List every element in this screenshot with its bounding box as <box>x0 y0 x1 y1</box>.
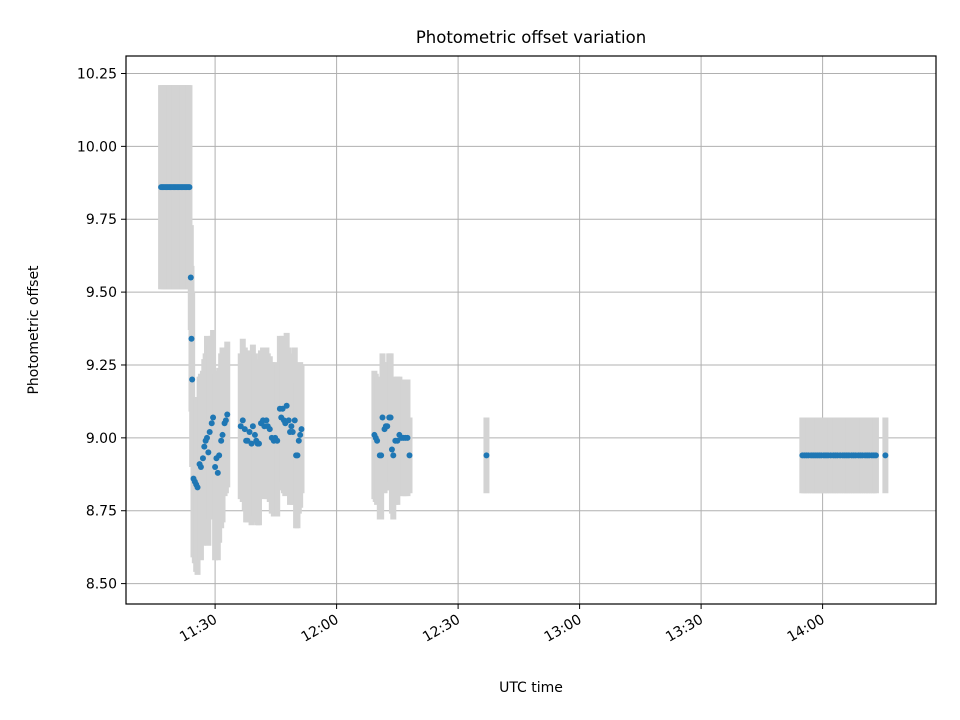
y-tick-label: 9.50 <box>86 285 117 301</box>
data-point <box>379 414 386 421</box>
data-point <box>201 443 208 450</box>
data-point <box>374 437 381 444</box>
x-tick-label: 11:30 <box>177 612 220 646</box>
data-point <box>295 437 302 444</box>
errorbar-layer <box>158 85 889 575</box>
x-axis-ticks: 11:30 12:00 12:30 13:00 13:30 14:00 <box>177 604 828 646</box>
data-point <box>206 429 213 436</box>
data-point <box>297 431 304 438</box>
data-point <box>212 464 219 470</box>
data-point <box>204 434 210 441</box>
data-point <box>294 452 301 459</box>
data-point <box>241 426 248 433</box>
data-point <box>288 423 295 430</box>
data-point <box>263 417 270 424</box>
data-point <box>224 411 231 418</box>
data-point <box>239 417 246 424</box>
data-point <box>483 452 490 459</box>
data-point <box>216 452 223 459</box>
data-point <box>188 335 195 342</box>
data-point <box>266 426 273 433</box>
data-point <box>199 455 206 462</box>
data-point <box>255 440 262 447</box>
x-tick-label: 12:30 <box>420 612 463 646</box>
data-point <box>291 417 298 424</box>
data-point <box>205 449 212 456</box>
data-point <box>406 452 413 459</box>
data-point <box>210 414 217 421</box>
y-axis-ticks: 8.50 8.75 9.00 9.25 9.50 9.75 10.00 10.25 <box>77 66 126 593</box>
data-point <box>214 469 221 476</box>
data-point <box>378 452 385 459</box>
data-point <box>246 429 253 436</box>
chart-title: Photometric offset variation <box>416 28 646 47</box>
y-tick-label: 9.25 <box>86 358 117 374</box>
x-axis-label: UTC time <box>499 680 563 696</box>
data-point <box>285 417 292 424</box>
x-tick-label: 14:00 <box>785 612 828 646</box>
data-point <box>208 420 215 427</box>
x-tick-label: 12:00 <box>299 612 342 646</box>
y-tick-label: 9.00 <box>86 431 117 447</box>
data-point <box>404 434 411 441</box>
data-point <box>387 414 394 421</box>
data-point <box>222 417 229 424</box>
data-point <box>186 184 193 191</box>
data-point <box>219 431 226 438</box>
x-tick-label: 13:30 <box>663 612 706 646</box>
data-point <box>248 440 255 447</box>
data-point <box>289 429 296 436</box>
data-point <box>197 464 204 470</box>
data-point <box>189 376 196 383</box>
data-point <box>388 446 395 453</box>
data-point-layer <box>158 184 889 491</box>
data-point <box>251 431 258 438</box>
data-point <box>384 423 391 430</box>
y-tick-label: 8.50 <box>86 577 117 593</box>
y-tick-label: 8.75 <box>86 504 117 520</box>
data-point <box>298 426 305 433</box>
data-point <box>249 423 256 430</box>
plot-frame <box>125 55 937 605</box>
y-tick-label: 10.25 <box>77 66 117 82</box>
data-point <box>390 452 397 459</box>
y-tick-label: 9.75 <box>86 212 117 228</box>
data-point <box>274 437 281 444</box>
y-tick-label: 10.00 <box>77 139 117 155</box>
data-point <box>194 484 201 491</box>
data-point <box>187 274 194 281</box>
x-tick-label: 13:00 <box>542 612 585 646</box>
data-point <box>872 452 879 459</box>
grid-layer <box>126 56 936 604</box>
data-point <box>882 452 889 459</box>
data-point <box>283 402 290 409</box>
y-axis-label: Photometric offset <box>26 265 42 395</box>
data-point <box>218 437 225 444</box>
